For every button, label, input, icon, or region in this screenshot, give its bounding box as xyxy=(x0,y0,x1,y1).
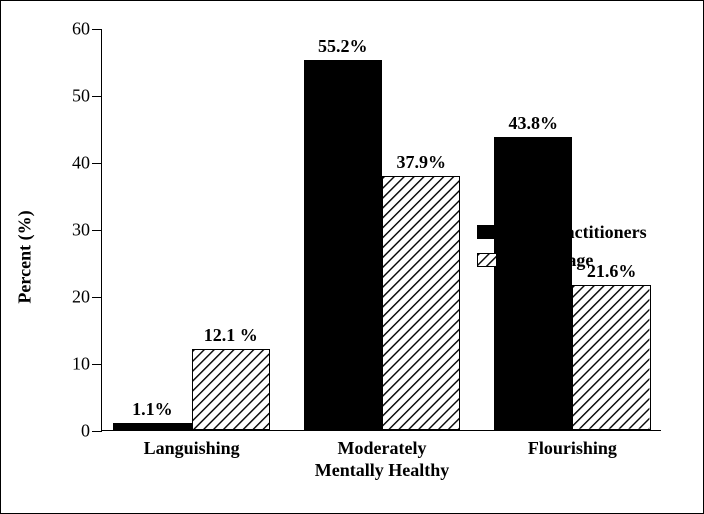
y-tick-label: 30 xyxy=(72,220,90,241)
bar-value-label: 55.2% xyxy=(318,36,368,61)
bar-value-label: 43.8% xyxy=(508,113,558,138)
y-tick xyxy=(92,297,102,298)
legend: Yoga Practitioners US Average xyxy=(477,222,646,278)
bar-value-label: 1.1% xyxy=(132,399,173,424)
y-tick-label: 60 xyxy=(72,19,90,40)
legend-swatch xyxy=(477,225,497,239)
y-tick-label: 50 xyxy=(72,86,90,107)
plot-area: 1.1%12.1 %55.2%37.9%43.8%21.6% Yoga Prac… xyxy=(101,29,661,431)
y-tick-label: 0 xyxy=(81,421,90,442)
bar xyxy=(572,285,650,430)
legend-item: US Average xyxy=(477,250,646,271)
bar-value-label: 12.1 % xyxy=(204,325,258,350)
y-tick xyxy=(92,96,102,97)
x-tick-label: Flourishing xyxy=(528,438,617,460)
y-tick-label: 10 xyxy=(72,354,90,375)
legend-label: US Average xyxy=(504,250,593,271)
legend-swatch xyxy=(477,253,497,267)
chart-inner: Percent (%) 1.1%12.1 %55.2%37.9%43.8%21.… xyxy=(19,19,685,495)
y-tick-label: 20 xyxy=(72,287,90,308)
y-tick xyxy=(92,431,102,432)
chart-frame: Percent (%) 1.1%12.1 %55.2%37.9%43.8%21.… xyxy=(0,0,704,514)
bar xyxy=(382,176,460,430)
bar xyxy=(192,349,270,430)
y-tick-label: 40 xyxy=(72,153,90,174)
legend-item: Yoga Practitioners xyxy=(477,222,646,243)
bar xyxy=(113,423,191,430)
y-axis-label: Percent (%) xyxy=(15,210,36,303)
y-tick xyxy=(92,230,102,231)
y-tick xyxy=(92,163,102,164)
y-tick xyxy=(92,29,102,30)
x-tick-label: Languishing xyxy=(144,438,240,460)
bar-value-label: 37.9% xyxy=(396,152,446,177)
bar xyxy=(494,137,572,430)
bar xyxy=(304,60,382,430)
y-tick xyxy=(92,364,102,365)
legend-label: Yoga Practitioners xyxy=(504,222,646,243)
x-tick-label: Moderately Mentally Healthy xyxy=(315,438,449,481)
